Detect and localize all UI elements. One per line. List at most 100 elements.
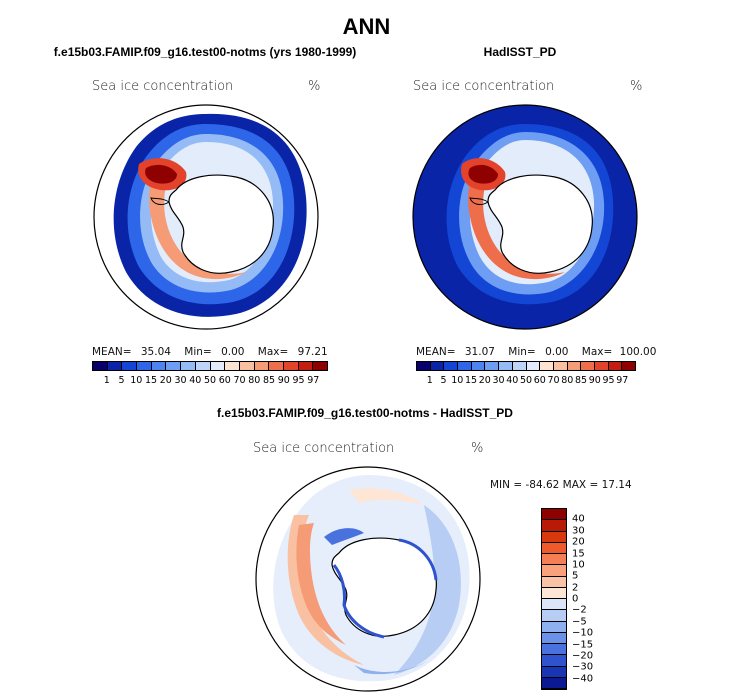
colorbar-swatch: [540, 362, 554, 370]
colorbar-swatch: [166, 362, 182, 370]
panel-2-max-label: Max=: [581, 346, 613, 358]
panel-2-units-label: %: [630, 79, 643, 94]
diff-colorbar-tick-label: 15: [572, 548, 585, 559]
diff-colorbar-tick-label: 20: [572, 536, 585, 548]
diff-colorbar-tick-label: 2: [572, 582, 579, 594]
panel-2-colorbar: [416, 361, 636, 371]
colorbar-swatch: [594, 362, 609, 370]
diff-colorbar-swatch: [542, 655, 566, 667]
panel-2-variable-label: Sea ice concentration: [413, 79, 555, 94]
panel-1-stats: MEAN= 35.04 Min= 0.00 Max= 97.21: [92, 346, 330, 358]
colorbar-tick-label: 20: [478, 375, 491, 386]
diff-colorbar-swatch: [542, 599, 566, 611]
colorbar-swatch: [195, 362, 211, 370]
colorbar-tick-label: 5: [440, 375, 447, 386]
panel-2-min-value: 0.00: [545, 346, 569, 358]
diff-panel-minmax: MIN = -84.62 MAX = 17.14: [490, 479, 632, 491]
colorbar-swatch: [313, 362, 327, 370]
colorbar-swatch: [430, 362, 445, 370]
panel-1-title: f.e15b03.FAMIP.f09_g16.test00-notms (yrs…: [53, 45, 357, 59]
diff-colorbar-tick-label: −20: [572, 650, 594, 662]
diff-colorbar-swatch: [542, 677, 566, 689]
diff-colorbar-tick-label: 10: [572, 559, 585, 571]
diff-colorbar-swatch: [542, 587, 566, 599]
colorbar-tick-label: 60: [533, 375, 546, 386]
diff-colorbar-swatch: [542, 554, 566, 566]
colorbar-tick-label: 15: [144, 375, 158, 386]
colorbar-tick-label: 1: [426, 375, 433, 386]
colorbar-tick-label: 10: [130, 375, 143, 386]
panel-1-min-value: 0.00: [221, 346, 245, 358]
panel-1-mean-label: MEAN=: [92, 346, 132, 358]
colorbar-swatch: [458, 362, 472, 370]
colorbar-swatch: [499, 362, 513, 370]
panel-1-min-label: Min=: [184, 346, 212, 358]
colorbar-tick-label: 1: [103, 375, 110, 386]
colorbar-tick-label: 10: [451, 375, 464, 386]
diff-colorbar-tick-label: 5: [572, 570, 579, 582]
colorbar-swatch: [553, 362, 568, 370]
colorbar-swatch: [608, 362, 623, 370]
diff-panel-title: f.e15b03.FAMIP.f09_g16.test00-notms - Ha…: [217, 406, 513, 420]
diff-colorbar-swatch: [542, 565, 566, 577]
colorbar-tick-label: 15: [464, 375, 478, 386]
colorbar-tick-label: 97: [307, 375, 320, 386]
diff-colorbar: [541, 508, 567, 690]
colorbar-tick-label: 80: [561, 375, 574, 386]
diff-colorbar-labels: 40 30 20 15 10 5 2 0 −2 −5 −10 −15 −20 −30 −40: [572, 508, 612, 690]
diff-colorbar-tick-label: 40: [572, 513, 585, 525]
diff-colorbar-tick-label: 0: [572, 593, 579, 605]
diff-colorbar-tick-label: −5: [572, 616, 587, 628]
panel-1-units-label: %: [308, 79, 321, 94]
colorbar-swatch: [512, 362, 527, 370]
diff-panel-units-label: %: [471, 441, 484, 456]
colorbar-tick-label: 50: [203, 375, 217, 386]
panel-2-stats: MEAN= 31.07 Min= 0.00 Max= 100.00: [416, 346, 656, 358]
colorbar-tick-label: 90: [588, 375, 601, 386]
panel-2-title: HadISST_PD: [483, 45, 557, 59]
colorbar-tick-label: 85: [574, 375, 588, 386]
panel-1-colorbar: [92, 361, 328, 371]
panel-2-max-value: 100.00: [619, 346, 657, 358]
diff-colorbar-tick-label: −30: [572, 661, 594, 673]
colorbar-swatch: [526, 362, 541, 370]
colorbar-tick-label: 5: [118, 375, 125, 386]
diff-colorbar-swatch: [542, 531, 566, 543]
colorbar-swatch: [225, 362, 240, 370]
panel-2-mean-value: 31.07: [464, 346, 495, 358]
diff-colorbar-tick-label: −40: [572, 673, 594, 685]
colorbar-tick-label: 40: [506, 375, 519, 386]
panel-1-polar-map: [93, 104, 319, 330]
diff-colorbar-tick-label: −15: [572, 639, 594, 650]
diff-colorbar-swatch: [542, 644, 566, 656]
colorbar-swatch: [444, 362, 459, 370]
colorbar-tick-label: 70: [233, 375, 246, 386]
colorbar-swatch: [622, 362, 635, 370]
diff-panel-polar-map: [255, 466, 481, 692]
colorbar-tick-label: 30: [174, 375, 187, 386]
colorbar-swatch: [210, 362, 226, 370]
panel-1-mean-value: 35.04: [140, 346, 171, 358]
diff-colorbar-swatch: [542, 610, 566, 622]
colorbar-tick-label: 30: [492, 375, 505, 386]
diff-colorbar-swatch: [542, 542, 566, 554]
colorbar-tick-label: 97: [616, 375, 629, 386]
colorbar-swatch: [151, 362, 167, 370]
colorbar-swatch: [567, 362, 582, 370]
colorbar-tick-label: 90: [277, 375, 290, 386]
panel-1-max-label: Max=: [257, 346, 289, 358]
colorbar-swatch: [417, 362, 431, 370]
diff-colorbar-tick-label: −10: [572, 627, 594, 639]
colorbar-swatch: [485, 362, 500, 370]
colorbar-swatch: [269, 362, 284, 370]
colorbar-swatch: [581, 362, 595, 370]
colorbar-tick-label: 85: [262, 375, 276, 386]
panel-2-mean-label: MEAN=: [416, 346, 456, 358]
colorbar-tick-label: 50: [519, 375, 533, 386]
diff-colorbar-tick-label: 30: [572, 525, 585, 537]
colorbar-tick-label: 95: [292, 375, 305, 386]
panel-2-min-label: Min=: [508, 346, 536, 358]
colorbar-tick-label: 70: [547, 375, 560, 386]
colorbar-swatch: [122, 362, 138, 370]
colorbar-swatch: [137, 362, 152, 370]
